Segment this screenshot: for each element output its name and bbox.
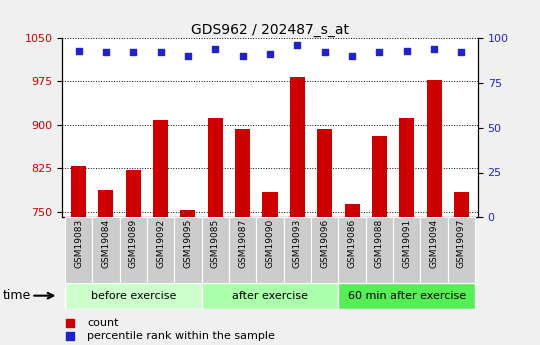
Bar [235,129,250,217]
Text: GSM19087: GSM19087 [238,219,247,268]
Bar [201,283,339,309]
Bar [421,217,448,283]
Text: GSM19091: GSM19091 [402,219,411,268]
Bar [311,217,339,283]
Text: percentile rank within the sample: percentile rank within the sample [87,332,275,341]
Bar [201,217,229,283]
Point [184,53,192,59]
Bar [290,77,305,217]
Point [238,53,247,59]
Point [156,50,165,55]
Point [430,46,438,51]
Bar [339,283,475,309]
Text: GSM19095: GSM19095 [184,219,192,268]
Point [211,46,220,51]
Text: GSM19094: GSM19094 [430,219,438,268]
Text: GSM19088: GSM19088 [375,219,384,268]
Bar [92,217,119,283]
Bar [119,217,147,283]
Bar [208,118,223,217]
Point [102,50,110,55]
Bar [174,217,201,283]
Text: GSM19096: GSM19096 [320,219,329,268]
Text: GSM19083: GSM19083 [74,219,83,268]
Bar [317,129,332,217]
Text: count: count [87,318,119,327]
Bar [65,283,201,309]
Point [66,320,75,325]
Bar [256,217,284,283]
Text: GSM19093: GSM19093 [293,219,302,268]
Point [74,48,83,53]
Point [402,48,411,53]
Text: 60 min after exercise: 60 min after exercise [348,291,466,301]
Bar [65,217,92,283]
Bar [366,217,393,283]
Title: GDS962 / 202487_s_at: GDS962 / 202487_s_at [191,23,349,37]
Point [375,50,384,55]
Bar [454,193,469,217]
Text: GSM19086: GSM19086 [348,219,356,268]
Bar [153,120,168,217]
Point [266,51,274,57]
Bar [345,204,360,217]
Text: GSM19084: GSM19084 [102,219,110,268]
Bar [448,217,475,283]
Bar [427,80,442,217]
Bar [126,170,141,217]
Bar [284,217,311,283]
Text: GSM19085: GSM19085 [211,219,220,268]
Bar [339,217,366,283]
Bar [393,217,421,283]
Bar [262,192,278,217]
Text: GSM19092: GSM19092 [156,219,165,268]
Bar [71,166,86,217]
Bar [229,217,256,283]
Point [66,334,75,339]
Bar [372,136,387,217]
Bar [147,217,174,283]
Text: after exercise: after exercise [232,291,308,301]
Text: GSM19090: GSM19090 [266,219,274,268]
Point [457,50,466,55]
Text: time: time [3,289,31,302]
Point [320,50,329,55]
Text: GSM19097: GSM19097 [457,219,466,268]
Text: GSM19089: GSM19089 [129,219,138,268]
Point [348,53,356,59]
Bar [180,210,195,217]
Bar [399,118,414,217]
Point [129,50,138,55]
Bar [98,190,113,217]
Point [293,42,302,48]
Text: before exercise: before exercise [91,291,176,301]
